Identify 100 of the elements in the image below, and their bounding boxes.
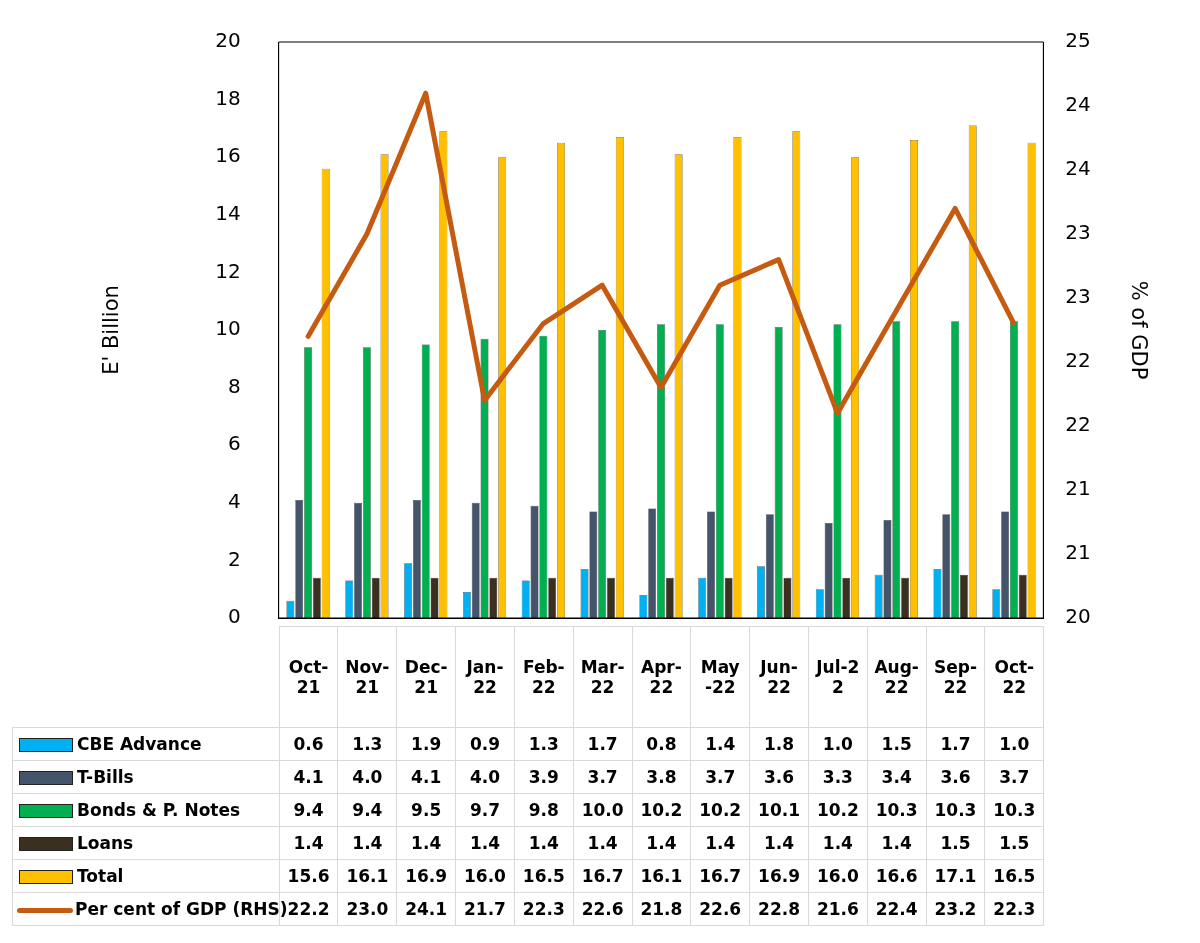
x-tick-label: May-22 <box>690 626 750 728</box>
data-label: 1.4 <box>808 826 868 860</box>
y-tick-label: 6 <box>227 431 241 456</box>
x-tick-label: Apr-22 <box>632 626 691 728</box>
y2-axis-title: % of GDP <box>1126 280 1151 380</box>
data-label: 1.4 <box>337 826 397 860</box>
data-label: 22.4 <box>867 892 927 926</box>
data-label: 16.6 <box>867 859 927 893</box>
data-label: 9.7 <box>455 793 515 827</box>
legend-label: Total <box>12 859 280 893</box>
data-label: 21.6 <box>808 892 868 926</box>
data-label: 16.0 <box>808 859 868 893</box>
data-label: 1.8 <box>749 727 809 761</box>
data-label: 3.8 <box>632 760 691 794</box>
data-label: 16.5 <box>514 859 574 893</box>
y2-tick-label: 21 <box>1065 476 1091 501</box>
data-label: 0.9 <box>455 727 515 761</box>
data-label: 16.0 <box>455 859 515 893</box>
data-label: 1.4 <box>690 826 750 860</box>
data-label: 3.6 <box>749 760 809 794</box>
data-label: 3.4 <box>867 760 927 794</box>
data-label: 1.3 <box>514 727 574 761</box>
data-label: 1.9 <box>396 727 456 761</box>
data-label: 4.1 <box>279 760 338 794</box>
data-label: 9.5 <box>396 793 456 827</box>
legend-label: Per cent of GDP (RHS) <box>74 898 288 921</box>
data-label: 23.2 <box>926 892 985 926</box>
data-label: 3.7 <box>573 760 633 794</box>
data-label: 23.0 <box>337 892 397 926</box>
data-label: 15.6 <box>279 859 338 893</box>
data-label: 1.4 <box>573 826 633 860</box>
y2-tick-label: 20 <box>1065 604 1091 629</box>
x-tick-label: Oct-21 <box>279 626 338 728</box>
data-label: 1.0 <box>984 727 1044 761</box>
data-label: 16.1 <box>337 859 397 893</box>
data-label: 1.5 <box>984 826 1044 860</box>
data-label: 10.3 <box>867 793 927 827</box>
data-label: 4.0 <box>455 760 515 794</box>
y2-tick-label: 22 <box>1065 348 1091 373</box>
y-tick-label: 14 <box>215 201 241 225</box>
data-label: 1.0 <box>808 727 868 761</box>
x-tick-label: Feb-22 <box>514 626 574 728</box>
data-label: 1.3 <box>337 727 397 761</box>
x-tick-label: Dec-21 <box>396 626 456 728</box>
y2-tick-label: 24 <box>1065 92 1091 117</box>
data-label: 3.9 <box>514 760 574 794</box>
data-label: 22.6 <box>573 892 633 926</box>
legend-label: T-Bills <box>12 760 280 794</box>
y-axis-title: E' Billion <box>99 285 124 375</box>
data-label: 1.4 <box>396 826 456 860</box>
data-label: 4.0 <box>337 760 397 794</box>
y-tick-label: 10 <box>215 316 241 341</box>
data-label: 9.4 <box>337 793 397 827</box>
data-label: 1.7 <box>926 727 985 761</box>
data-label: 1.4 <box>514 826 574 860</box>
data-label: 16.1 <box>632 859 691 893</box>
data-label: 0.6 <box>279 727 338 761</box>
y-tick-label: 12 <box>215 258 241 283</box>
data-label: 3.7 <box>984 760 1044 794</box>
data-label: 1.5 <box>867 727 927 761</box>
y2-tick-label: 22 <box>1065 412 1091 437</box>
data-label: 1.4 <box>455 826 515 860</box>
data-label: 1.4 <box>690 727 750 761</box>
data-label: 10.2 <box>690 793 750 827</box>
x-tick-label: Oct-22 <box>984 626 1044 728</box>
data-label: 10.3 <box>926 793 985 827</box>
data-label: 3.3 <box>808 760 868 794</box>
data-label: 1.4 <box>279 826 338 860</box>
y2-tick-label: 21 <box>1065 540 1091 565</box>
y2-tick-label: 25 <box>1065 28 1091 53</box>
y2-tick-label: 23 <box>1065 220 1091 245</box>
data-label: 9.4 <box>279 793 338 827</box>
data-label: 16.7 <box>690 859 750 893</box>
data-label: 16.7 <box>573 859 633 893</box>
x-tick-label: Aug-22 <box>867 626 927 728</box>
y-tick-label: 2 <box>227 546 241 571</box>
data-label: 1.5 <box>926 826 985 860</box>
x-tick-label: Nov-21 <box>337 626 397 728</box>
y-tick-label: 4 <box>227 489 241 513</box>
data-label: 16.5 <box>984 859 1044 893</box>
data-label: 16.9 <box>396 859 456 893</box>
data-label: 3.6 <box>926 760 985 794</box>
legend-label: Loans <box>12 826 280 860</box>
y2-tick-label: 24 <box>1065 156 1091 181</box>
data-label: 22.8 <box>749 892 809 926</box>
legend-label: Bonds & P. Notes <box>12 793 280 827</box>
data-label: 10.0 <box>573 793 633 827</box>
y-tick-label: 18 <box>215 85 241 110</box>
data-label: 1.4 <box>867 826 927 860</box>
data-label: 10.2 <box>632 793 691 827</box>
data-label: 16.9 <box>749 859 809 893</box>
data-label: 24.1 <box>396 892 456 926</box>
x-tick-label: Mar-22 <box>573 626 633 728</box>
data-label: 21.7 <box>455 892 515 926</box>
data-label: 1.7 <box>573 727 633 761</box>
data-label: 22.3 <box>514 892 574 926</box>
data-label: 0.8 <box>632 727 691 761</box>
y2-tick-label: 23 <box>1065 284 1091 309</box>
data-label: 17.1 <box>926 859 985 893</box>
data-label: 22.6 <box>690 892 750 926</box>
